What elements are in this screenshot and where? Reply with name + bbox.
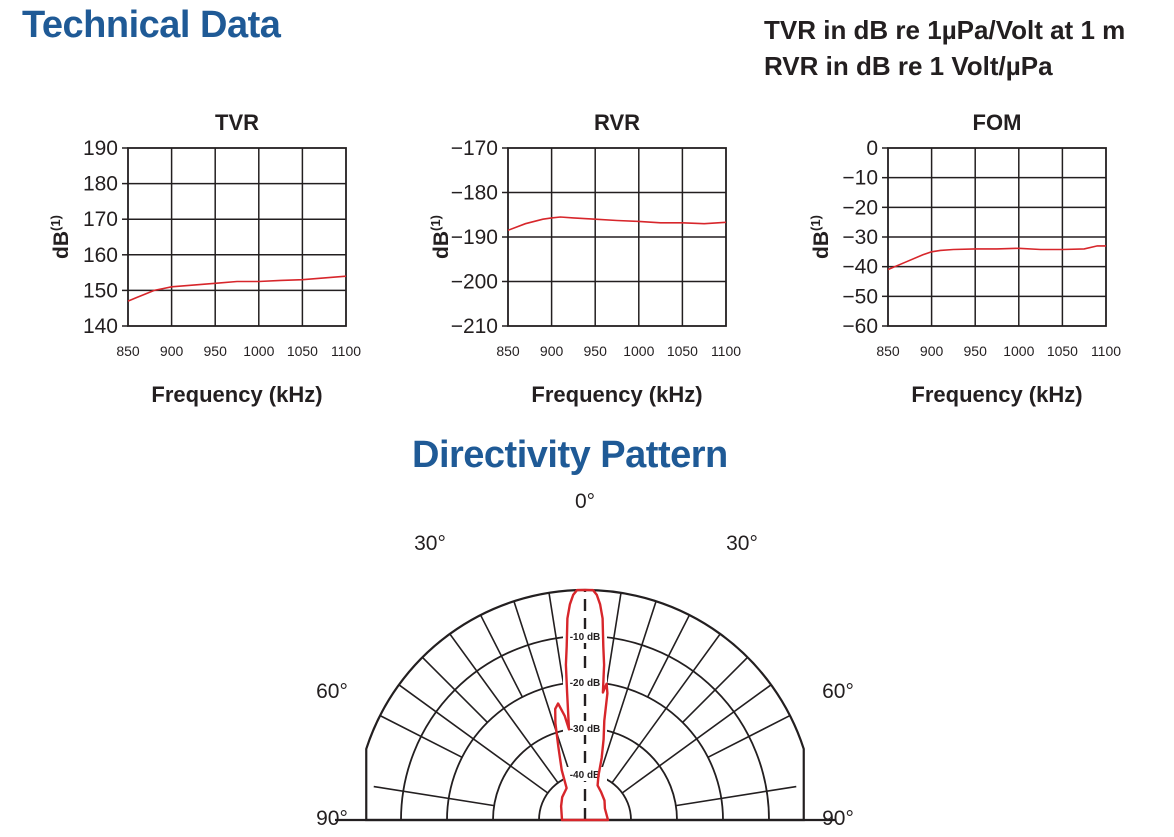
- ring-label: -10 dB: [570, 632, 601, 643]
- units-line-tvr: TVR in dB re 1µPa/Volt at 1 m: [764, 15, 1126, 45]
- radial-spoke: [513, 601, 572, 777]
- y-tick-label: 140: [83, 315, 118, 338]
- radial-spoke: [421, 656, 488, 723]
- radial-spoke: [707, 714, 791, 759]
- tvr-chart-svg: TVR 850 900 950 1000 1050 1100 190 180 170 160 150 1…: [48, 110, 361, 407]
- x-tick-label: 850: [876, 343, 900, 359]
- y-axis-label: dB(1): [428, 215, 453, 259]
- x-axis-label: Frequency (kHz): [531, 382, 702, 407]
- radial-spoke: [675, 785, 797, 807]
- angle-label: 60°: [316, 680, 348, 703]
- radial-spoke: [373, 785, 495, 807]
- radial-spoke: [682, 656, 749, 723]
- tvr-chart: TVR 850 900 950 1000 1050 1100 190 180 170 160 150 1…: [30, 100, 400, 420]
- units-note: TVR in dB re 1µPa/Volt at 1 m RVR in dB …: [764, 12, 1125, 84]
- plot-frame: [127, 147, 347, 327]
- x-tick-label: 950: [964, 343, 988, 359]
- y-axis-label: dB(1): [808, 215, 833, 259]
- y-tick-label: −30: [842, 226, 878, 249]
- y-tick-label: 180: [83, 173, 118, 196]
- x-tick-label: 950: [584, 343, 608, 359]
- x-tick-label: 850: [116, 343, 140, 359]
- y-tick-label: 190: [83, 137, 118, 160]
- ring-label-bg: [563, 675, 607, 689]
- y-tick-label: −60: [842, 315, 878, 338]
- x-tick-label: 1100: [711, 343, 741, 359]
- outer-boundary: [365, 588, 805, 822]
- series-line: [887, 245, 1106, 271]
- rvr-chart: RVR 850 900 950 1000 1050 1100 −170 −180 −190 −200…: [410, 100, 780, 420]
- x-tick-label: 1050: [287, 343, 318, 359]
- chart-title: FOM: [973, 110, 1022, 135]
- ring-label-bg: [563, 721, 607, 735]
- x-tick-label: 900: [920, 343, 944, 359]
- y-tick-label: −50: [842, 285, 878, 308]
- directivity-pattern: [554, 588, 610, 822]
- angle-label: 60°: [822, 680, 854, 703]
- plot-frame: [887, 147, 1107, 327]
- x-tick-label: 900: [160, 343, 184, 359]
- x-tick-label: 1050: [667, 343, 698, 359]
- fom-chart-svg: FOM 850 900 950 1000 1050 1100 0 −10 −20 −30 −40 −50…: [808, 110, 1121, 407]
- radial-spoke: [449, 633, 559, 784]
- x-tick-label: 1050: [1047, 343, 1078, 359]
- y-tick-label: −20: [842, 196, 878, 219]
- y-axis-label: dB(1): [48, 215, 73, 259]
- x-tick-label: 900: [540, 343, 564, 359]
- x-axis-label: Frequency (kHz): [151, 382, 322, 407]
- radial-spoke: [548, 592, 565, 684]
- x-axis-label: Frequency (kHz): [911, 382, 1082, 407]
- ring-label-bg: [563, 629, 607, 643]
- angle-label: 30°: [726, 532, 758, 555]
- angle-label: 30°: [414, 532, 446, 555]
- ring-label: -20 dB: [570, 678, 601, 689]
- angle-label: 90°: [822, 807, 854, 830]
- ring-label: -40 dB: [570, 770, 601, 781]
- radial-spoke: [479, 614, 524, 698]
- x-tick-label: 1000: [243, 343, 274, 359]
- ring-label: -30 dB: [570, 724, 601, 735]
- x-tick-label: 1100: [1091, 343, 1121, 359]
- plot-frame: [507, 147, 727, 327]
- y-tick-label: −190: [451, 226, 498, 249]
- series-line: [127, 275, 347, 302]
- radial-spoke: [605, 592, 622, 684]
- y-tick-label: 0: [866, 137, 878, 160]
- y-tick-label: 170: [83, 208, 118, 231]
- x-tick-label: 850: [496, 343, 520, 359]
- x-tick-label: 1000: [623, 343, 654, 359]
- y-tick-label: −180: [451, 182, 498, 205]
- fom-chart: FOM 850 900 950 1000 1050 1100 0 −10 −20 −30 −40 −50…: [790, 100, 1160, 420]
- y-tick-label: −170: [451, 137, 498, 160]
- chart-title: TVR: [215, 110, 259, 135]
- radial-spoke: [611, 633, 721, 784]
- radial-spoke: [646, 614, 691, 698]
- directivity-title: Directivity Pattern: [412, 434, 728, 476]
- y-tick-label: −210: [451, 315, 498, 338]
- y-tick-label: −200: [451, 271, 498, 294]
- y-tick-label: 160: [83, 244, 118, 267]
- series-line: [507, 216, 727, 232]
- radial-spoke: [598, 601, 657, 777]
- ring-label-bg: [563, 767, 607, 781]
- rvr-chart-svg: RVR 850 900 950 1000 1050 1100 −170 −180 −190 −200…: [428, 110, 741, 407]
- y-tick-label: −10: [842, 167, 878, 190]
- directivity-polar-chart: -10 dB -20 dB -30 dB -40 dB 0° 30° 30° 60° 60° 90…: [316, 490, 854, 830]
- x-tick-label: 1100: [331, 343, 361, 359]
- y-tick-label: −40: [842, 256, 878, 279]
- page-title: Technical Data: [22, 4, 281, 46]
- radial-spoke: [621, 684, 772, 794]
- y-tick-label: 150: [83, 279, 118, 302]
- units-line-rvr: RVR in dB re 1 Volt/µPa: [764, 51, 1053, 81]
- x-tick-label: 1000: [1003, 343, 1034, 359]
- radial-spoke: [398, 684, 549, 794]
- angle-label: 90°: [316, 807, 348, 830]
- radial-spoke: [379, 714, 463, 759]
- x-tick-label: 950: [204, 343, 228, 359]
- angle-label: 0°: [575, 490, 595, 513]
- chart-title: RVR: [594, 110, 640, 135]
